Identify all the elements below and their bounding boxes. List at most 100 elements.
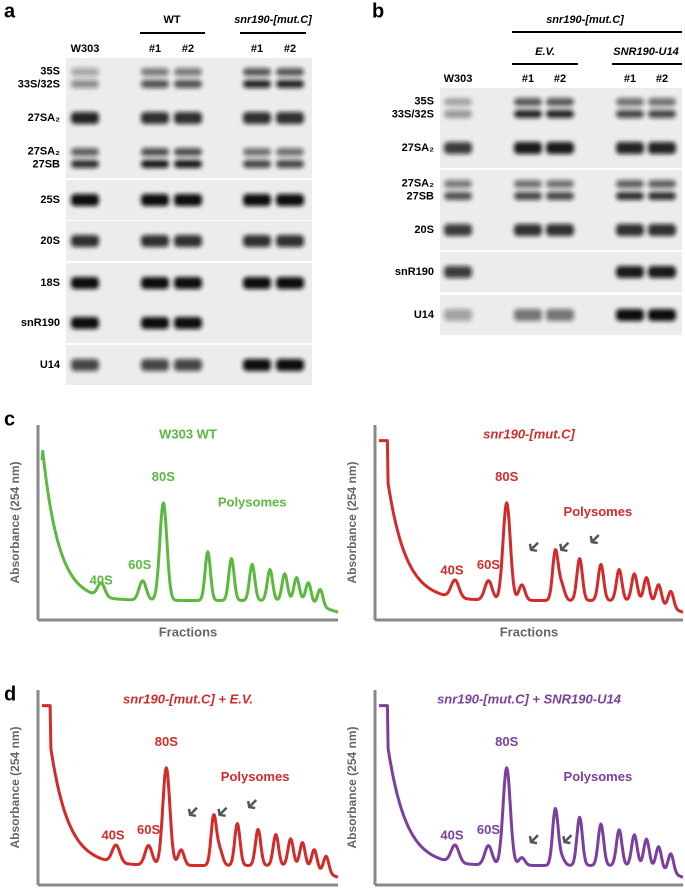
label: WT xyxy=(163,14,180,26)
arrow xyxy=(528,834,539,845)
band xyxy=(514,98,542,106)
peak-label: Polysomes xyxy=(218,494,287,509)
lane-label: #1 xyxy=(251,43,263,55)
band xyxy=(174,359,202,371)
band xyxy=(276,277,304,289)
band xyxy=(243,235,271,247)
band xyxy=(648,192,676,200)
panel-letter: a xyxy=(4,0,16,22)
band xyxy=(616,180,644,188)
band xyxy=(243,112,271,124)
band xyxy=(546,98,574,106)
label: snr190-[mut.C] xyxy=(546,14,624,26)
blot-strip xyxy=(440,252,682,292)
band xyxy=(141,317,169,329)
band xyxy=(616,266,644,278)
peak-label: 40S xyxy=(90,572,113,587)
band xyxy=(444,180,472,188)
band xyxy=(616,224,644,236)
band xyxy=(546,309,574,321)
row-label: 27SB xyxy=(406,190,434,202)
lane-label: W303 xyxy=(71,43,100,55)
band xyxy=(444,266,472,278)
band xyxy=(616,142,644,154)
peak-label: Polysomes xyxy=(564,504,633,519)
band xyxy=(174,194,202,206)
plot-title: snr190-[mut.C] + E.V. xyxy=(123,691,253,706)
panel-letter: b xyxy=(372,0,384,22)
label: snr190-[mut.C] xyxy=(234,14,312,26)
lane-label: #1 xyxy=(624,73,636,85)
y-axis-label: Absorbance (254 nm) xyxy=(345,461,359,583)
band xyxy=(141,235,169,247)
lane-label: #1 xyxy=(149,43,161,55)
band xyxy=(243,277,271,289)
band xyxy=(276,80,304,88)
band xyxy=(648,110,676,118)
row-label: 35S xyxy=(40,65,60,77)
plot-title: snr190-[mut.C] xyxy=(483,426,575,441)
x-axis-label: Fractions xyxy=(159,624,218,639)
lane-label: #2 xyxy=(656,73,668,85)
band xyxy=(276,235,304,247)
lane-label: W303 xyxy=(444,73,473,85)
band xyxy=(141,68,169,76)
band xyxy=(648,98,676,106)
band xyxy=(71,359,99,371)
row-label: U14 xyxy=(40,359,61,371)
band xyxy=(444,224,472,236)
band xyxy=(243,80,271,88)
band xyxy=(141,80,169,88)
peak-label: 80S xyxy=(495,734,518,749)
band xyxy=(514,142,542,154)
row-label: 20S xyxy=(414,224,434,236)
band xyxy=(514,180,542,188)
profile-curve xyxy=(378,439,684,614)
row-label: 27SA₂ xyxy=(28,145,61,157)
blot-strip xyxy=(440,170,682,210)
band xyxy=(616,98,644,106)
peak-label: 80S xyxy=(495,469,518,484)
y-axis-label: Absorbance (254 nm) xyxy=(345,726,359,848)
peak-label: 40S xyxy=(440,563,463,578)
label: SNR190-U14 xyxy=(613,46,678,58)
blot-strip xyxy=(66,58,312,98)
lane-label: #2 xyxy=(284,43,296,55)
peak-label: Polysomes xyxy=(564,769,633,784)
lane-label: #1 xyxy=(522,73,534,85)
band xyxy=(648,309,676,321)
band xyxy=(243,194,271,206)
band xyxy=(546,192,574,200)
peak-label: 60S xyxy=(137,822,160,837)
band xyxy=(141,277,169,289)
band xyxy=(243,160,271,168)
band xyxy=(71,80,99,88)
row-label: U14 xyxy=(414,309,435,321)
profile-curve xyxy=(40,449,339,614)
band xyxy=(141,112,169,124)
band xyxy=(141,359,169,371)
band xyxy=(648,266,676,278)
peak-label: Polysomes xyxy=(221,769,290,784)
band xyxy=(648,142,676,154)
band xyxy=(174,68,202,76)
arrow xyxy=(562,834,573,845)
band xyxy=(243,148,271,156)
band xyxy=(444,309,472,321)
band xyxy=(243,68,271,76)
panel-letter: c xyxy=(4,408,15,430)
band xyxy=(546,224,574,236)
band xyxy=(174,317,202,329)
peak-label: 60S xyxy=(477,557,500,572)
lane-label: #2 xyxy=(554,73,566,85)
band xyxy=(174,112,202,124)
row-label: 25S xyxy=(40,194,60,206)
band xyxy=(514,309,542,321)
band xyxy=(174,277,202,289)
band xyxy=(71,277,99,289)
band xyxy=(546,142,574,154)
lane-label: #2 xyxy=(182,43,194,55)
band xyxy=(276,160,304,168)
band xyxy=(174,148,202,156)
row-label: snR190 xyxy=(21,317,60,329)
